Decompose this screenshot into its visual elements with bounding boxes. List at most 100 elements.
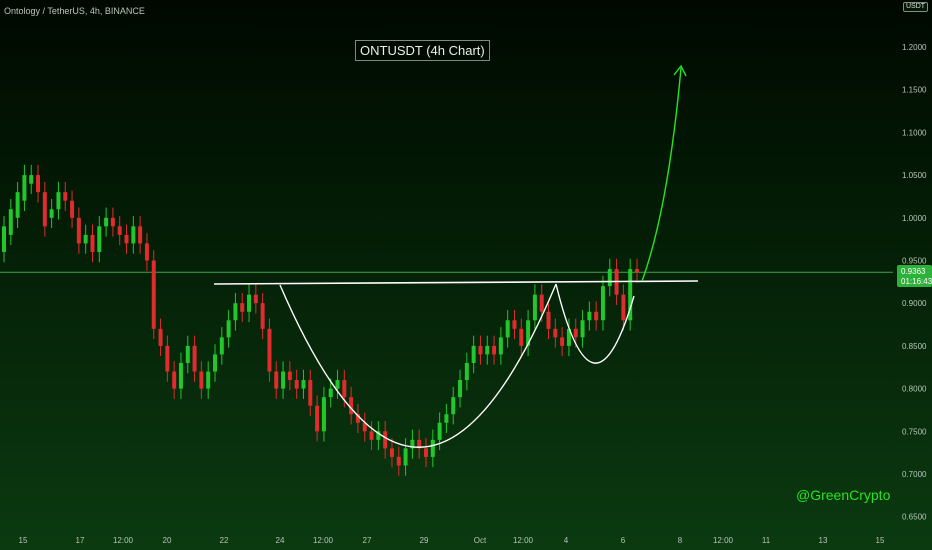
candle — [471, 345, 476, 363]
candle — [410, 439, 415, 449]
candle — [90, 234, 95, 252]
candle — [628, 269, 633, 321]
candle — [478, 345, 483, 355]
currency-unit-badge: USDT — [903, 2, 929, 12]
neckline — [213, 280, 699, 285]
candle — [97, 226, 102, 252]
time-tick-label: 29 — [420, 536, 429, 545]
candle — [328, 388, 333, 398]
candle — [526, 320, 531, 346]
candle — [389, 448, 394, 457]
candle — [192, 345, 197, 372]
candle — [369, 431, 374, 440]
candle — [104, 217, 109, 227]
candle — [15, 192, 20, 218]
price-tick-label: 0.8000 — [902, 385, 927, 394]
candle — [70, 200, 75, 218]
candle — [117, 226, 122, 235]
time-tick-label: 15 — [19, 536, 28, 545]
candle — [226, 320, 231, 338]
candle — [267, 328, 272, 372]
candle — [635, 269, 639, 273]
candle — [185, 345, 190, 363]
price-tick-label: 1.1000 — [902, 128, 927, 137]
candle — [546, 311, 551, 329]
candle — [294, 380, 299, 389]
candle — [587, 311, 592, 321]
handle-curve — [555, 283, 635, 364]
candle — [512, 320, 517, 329]
candle — [213, 354, 217, 372]
candle — [505, 320, 510, 338]
candle — [539, 294, 544, 312]
price-tick-label: 0.7000 — [902, 470, 927, 479]
candle — [580, 320, 585, 338]
candle — [621, 294, 626, 321]
price-tick-label: 1.1500 — [902, 86, 927, 95]
candle — [274, 371, 279, 389]
candle — [233, 303, 238, 321]
candle — [403, 448, 408, 466]
time-tick-label: 24 — [276, 536, 285, 545]
candle — [342, 380, 347, 398]
time-tick-label: 27 — [363, 536, 372, 545]
candle — [383, 431, 388, 449]
candle — [178, 362, 183, 389]
time-tick-label: 12:00 — [713, 536, 734, 545]
candle — [566, 328, 571, 346]
last-price-value: 0.9363 — [901, 267, 926, 276]
candle — [124, 234, 129, 244]
time-tick-label: 22 — [220, 536, 229, 545]
candle — [206, 371, 211, 389]
candle — [83, 234, 88, 244]
projection-arrow — [641, 67, 682, 282]
time-tick-label: 12:00 — [113, 536, 134, 545]
candle — [63, 192, 68, 201]
candle — [281, 371, 286, 389]
candle — [253, 294, 258, 304]
candle — [144, 243, 149, 261]
candle — [42, 192, 47, 227]
candle — [498, 337, 503, 355]
candle — [36, 175, 41, 193]
time-tick-label: 11 — [762, 536, 771, 545]
candle — [260, 303, 265, 329]
symbol-label: Ontology / TetherUS, 4h, BINANCE — [4, 6, 145, 16]
candle — [321, 397, 326, 432]
time-tick-label: Oct — [474, 536, 487, 545]
candle — [165, 345, 170, 372]
cup-curve — [279, 283, 557, 448]
time-tick-label: 12:00 — [313, 536, 334, 545]
last-price-tag — [897, 265, 932, 287]
author-watermark: @GreenCrypto — [796, 487, 891, 503]
time-tick-label: 6 — [621, 536, 626, 545]
time-tick-label: 12:00 — [513, 536, 534, 545]
candle — [131, 226, 136, 244]
candle — [362, 422, 367, 432]
candle — [56, 192, 61, 210]
price-tick-label: 1.0000 — [902, 214, 927, 223]
price-tick-label: 0.9000 — [902, 299, 927, 308]
candle — [308, 380, 313, 406]
candle — [424, 448, 428, 457]
candle — [458, 380, 463, 398]
candle — [573, 328, 578, 338]
candle — [492, 345, 497, 355]
candle — [301, 380, 306, 389]
candle — [594, 311, 599, 321]
time-tick-label: 20 — [163, 536, 172, 545]
candle — [396, 456, 401, 466]
candle — [335, 380, 340, 389]
candle — [607, 269, 612, 287]
candle — [287, 371, 292, 381]
time-tick-label: 4 — [564, 536, 569, 545]
candle — [532, 294, 537, 321]
candle — [444, 414, 449, 423]
candle — [172, 371, 177, 389]
candle — [464, 362, 469, 381]
candle — [437, 422, 442, 440]
candle — [247, 294, 252, 312]
candle — [376, 431, 381, 440]
